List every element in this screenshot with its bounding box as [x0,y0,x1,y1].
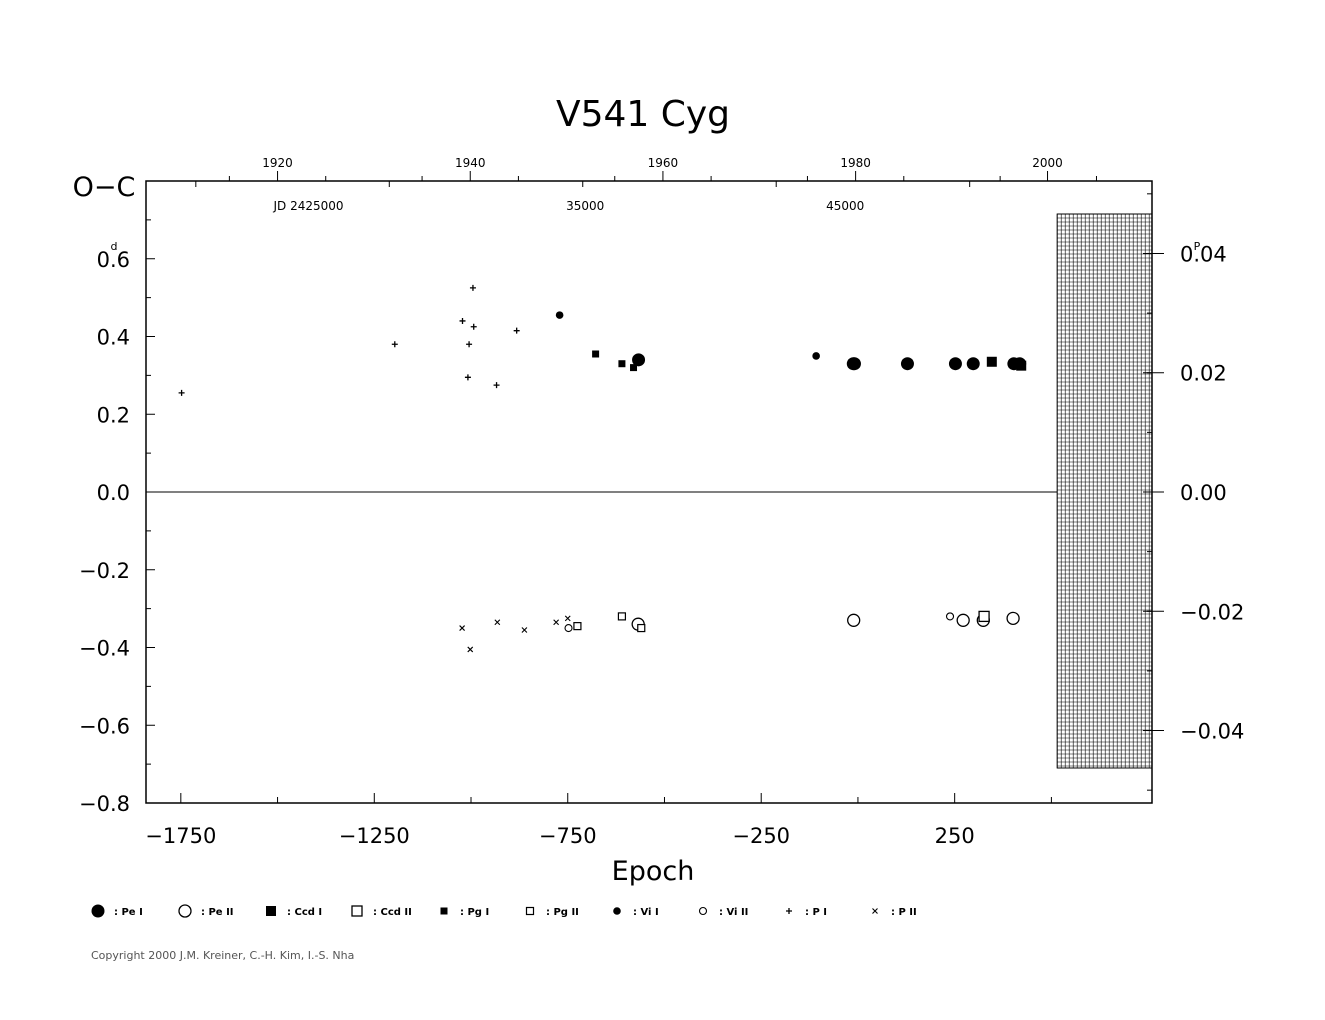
x-tick-label: −750 [539,824,597,848]
legend-marker [786,908,792,914]
data-point-ccd-i [1016,360,1027,371]
data-point-pg-i [592,350,600,358]
data-point-pg-ii [617,612,627,621]
data-point-pg-ii [573,622,582,631]
legend-marker [178,904,192,918]
y-axis-unit: d [111,240,118,253]
year-tick-label: 1920 [262,156,293,170]
data-point-pg-i [618,360,626,368]
data-point-p-i [459,317,466,324]
data-point-p-ii [521,627,528,633]
legend-marker [525,906,535,916]
data-point-p-i [513,327,520,334]
x-tick-label: −1250 [339,824,410,848]
x-tick-label: −250 [732,824,790,848]
data-point-pe-i [966,357,980,371]
x-tick-label: −1750 [145,824,216,848]
legend-label: : Vi II [719,907,748,918]
y-axis-label: O−C [73,172,136,203]
future-region [1056,213,1153,769]
legend-label: : Ccd I [287,907,322,918]
data-point-p-i [470,323,477,330]
data-point-pg-i [630,364,638,372]
chart-title: V541 Cyg [556,94,730,135]
legend-label: : Pe I [114,907,143,918]
data-point-pe-ii [1006,611,1020,625]
data-point-pg-ii [637,623,646,633]
y-tick-label: 0.4 [97,326,130,350]
legend-marker [91,904,105,918]
legend-marker [613,907,621,915]
right-tick-label: −0.04 [1180,720,1244,744]
right-tick-label: 0.04 [1180,242,1227,266]
jd-label: 45000 [826,199,864,213]
data-point-pg-i [633,358,641,366]
year-tick-label: 1980 [840,156,871,170]
data-point-vi-i [812,352,820,360]
data-point-vi-i [555,311,564,319]
data-point-pe-ii [847,613,861,627]
data-point-p-i [391,341,398,348]
data-point-p-ii [467,646,474,653]
legend-marker [440,907,448,915]
y-tick-label: −0.4 [79,637,130,661]
data-point-p-ii [553,619,560,626]
jd-label: JD 2425000 [272,199,343,213]
data-point-p-i [178,389,185,396]
right-tick-label: −0.02 [1180,600,1244,624]
y-tick-label: −0.6 [79,714,130,738]
legend-label: : Ccd II [373,907,412,918]
data-point-p-ii [564,615,571,622]
y-tick-label: 0.2 [97,403,130,427]
y-tick-label: −0.2 [79,559,130,583]
legend-label: : P I [805,907,827,918]
legend-marker [266,906,276,916]
data-point-ccd-ii [978,610,990,623]
y-tick-label: 0.0 [97,481,130,505]
legend-label: : Pg II [546,907,579,918]
data-point-p-ii [494,619,501,626]
right-tick-label: 0.00 [1180,481,1227,505]
data-point-pe-ii [956,613,970,627]
data-point-vi-ii [564,624,573,633]
year-tick-label: 1940 [455,156,486,170]
legend-label: : Vi I [633,907,659,918]
data-point-vi-ii [945,612,955,621]
legend-label: : Pg I [460,907,489,918]
data-point-pe-i [948,357,962,371]
data-point-p-i [469,284,476,291]
legend-label: : Pe II [201,907,234,918]
legend-marker [698,906,708,916]
copyright-notice: Copyright 2000 J.M. Kreiner, C.-H. Kim, … [91,949,355,962]
right-tick-label: 0.02 [1180,362,1227,386]
future-region-grid [1056,213,1152,768]
jd-label: 35000 [566,199,604,213]
year-tick-label: 2000 [1032,156,1063,170]
data-point-p-ii [459,625,466,631]
data-point-pe-i [900,357,914,371]
data-point-p-i [466,341,473,348]
data-point-ccd-i [986,356,997,367]
legend-marker [351,905,363,917]
legend-marker [872,908,878,914]
x-tick-label: 250 [935,824,975,848]
y-tick-label: 0.6 [97,248,130,272]
right-axis-unit: P [1194,240,1201,253]
data-point-p-i [493,382,500,389]
legend-label: : P II [891,907,917,918]
data-point-p-i [464,374,471,381]
y-tick-label: −0.8 [79,792,130,816]
data-point-pe-i [847,357,861,371]
x-axis-label: Epoch [612,856,695,887]
year-tick-label: 1960 [648,156,679,170]
